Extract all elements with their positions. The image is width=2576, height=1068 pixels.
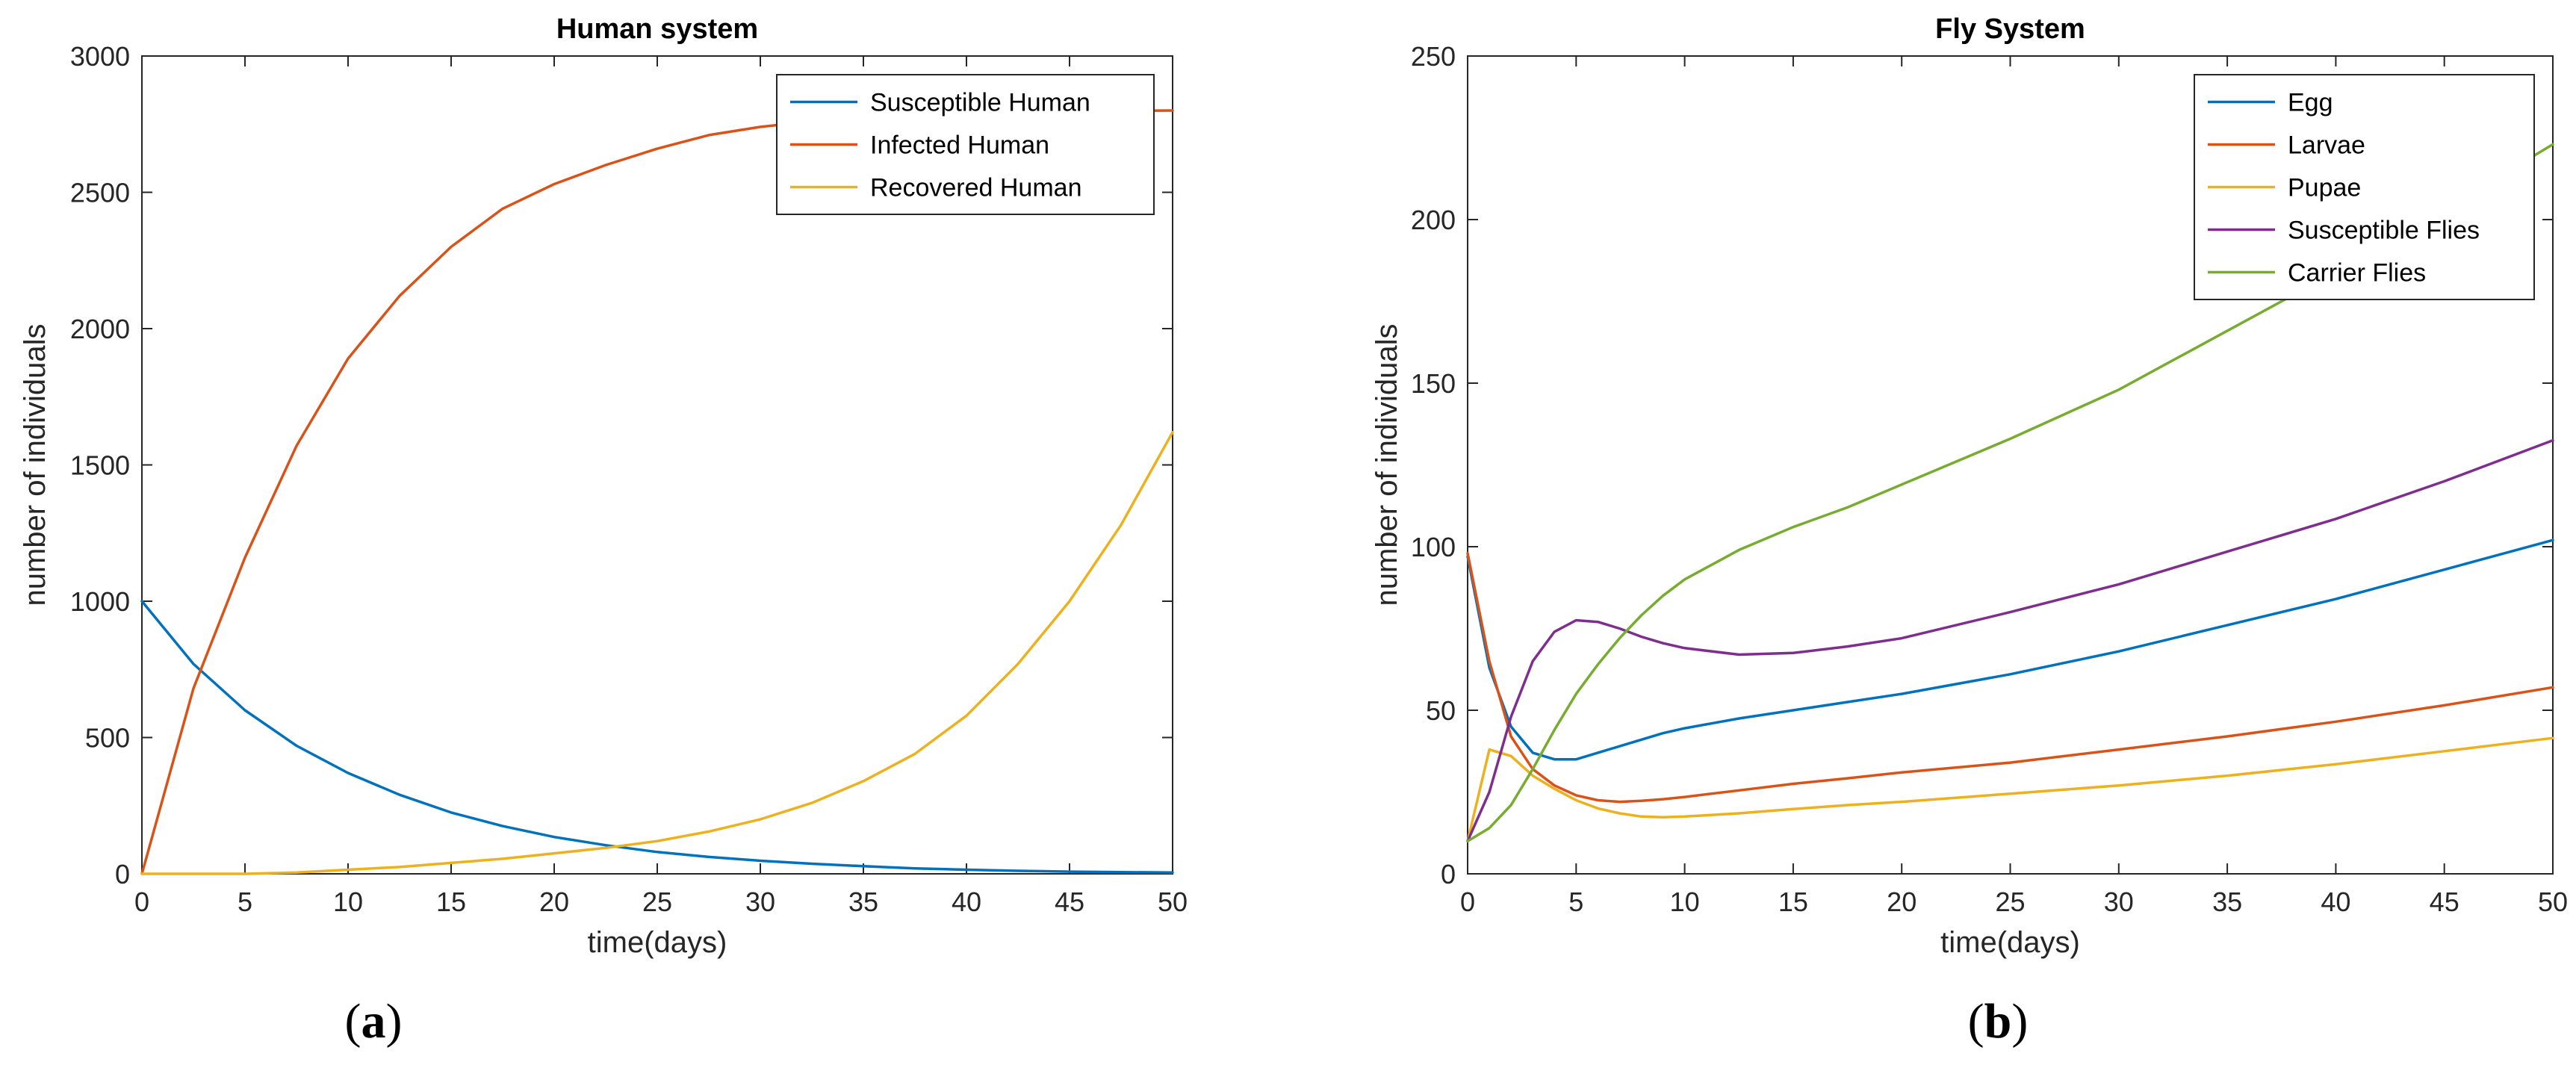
chart1-legend-label: Infected Human bbox=[870, 131, 1049, 160]
chart2-y-axis-label: number of individuals bbox=[1371, 324, 1403, 606]
chart1-series-line-susceptible-human bbox=[140, 600, 1174, 874]
panel-label-a-close: ) bbox=[385, 994, 403, 1049]
chart2-title: Fly System bbox=[1935, 13, 2085, 45]
chart1-x-tick-label: 30 bbox=[745, 887, 775, 917]
chart1-y-tick-label: 1000 bbox=[70, 586, 130, 617]
chart1-legend-label: Recovered Human bbox=[870, 174, 1081, 202]
panel-label-b-open: ( bbox=[1967, 994, 1984, 1049]
chart1-series-line-recovered-human bbox=[140, 430, 1174, 875]
chart2-x-tick-label: 30 bbox=[2104, 887, 2134, 917]
chart2-legend-label: Larvae bbox=[2288, 131, 2365, 160]
chart2-x-tick-label: 5 bbox=[1568, 887, 1583, 917]
chart2-legend-label: Susceptible Flies bbox=[2288, 217, 2480, 245]
chart2-x-tick-label: 40 bbox=[2321, 887, 2350, 917]
chart1-title: Human system bbox=[556, 13, 758, 45]
chart1-y-tick-label: 500 bbox=[85, 723, 130, 754]
chart2-y-tick-label: 50 bbox=[1426, 695, 1456, 726]
chart1-x-tick-label: 25 bbox=[642, 887, 672, 917]
chart2-y-tick-label: 250 bbox=[1411, 41, 1456, 72]
chart2-y-tick-label: 200 bbox=[1411, 205, 1456, 235]
chart1-y-tick-label: 3000 bbox=[70, 41, 130, 72]
chart2-y-tick-label: 100 bbox=[1411, 532, 1456, 562]
chart1-y-tick-label: 2500 bbox=[70, 178, 130, 208]
chart2-legend-label: Egg bbox=[2288, 89, 2333, 117]
chart2-x-tick-label: 50 bbox=[2538, 887, 2568, 917]
panel-label-b-close: ) bbox=[2011, 994, 2029, 1049]
panel-label-a-letter: a bbox=[361, 994, 386, 1049]
chart1-x-tick-label: 40 bbox=[952, 887, 981, 917]
chart2-legend-label: Carrier Flies bbox=[2288, 259, 2426, 288]
chart2-y-tick-label: 0 bbox=[1441, 859, 1456, 890]
chart1-legend-label: Susceptible Human bbox=[870, 89, 1090, 117]
chart1-y-tick-label: 0 bbox=[115, 859, 130, 890]
chart1-x-tick-label: 15 bbox=[436, 887, 466, 917]
chart2-x-tick-label: 15 bbox=[1778, 887, 1808, 917]
chart2-series-line-carrier-flies bbox=[1466, 143, 2554, 842]
chart1-y-tick-label: 2000 bbox=[70, 314, 130, 344]
chart2-y-tick-label: 150 bbox=[1411, 368, 1456, 399]
chart2-series-line-larvae bbox=[1466, 552, 2554, 804]
panel-label-b-letter: b bbox=[1984, 994, 2012, 1049]
chart1-y-axis-label: number of individuals bbox=[19, 324, 52, 606]
chart1-x-tick-label: 20 bbox=[539, 887, 569, 917]
chart1-x-axis-label: time(days) bbox=[588, 926, 727, 959]
chart2-x-tick-label: 35 bbox=[2212, 887, 2242, 917]
chart2-x-tick-label: 20 bbox=[1887, 887, 1917, 917]
chart1-y-tick-label: 1500 bbox=[70, 450, 130, 481]
chart2-x-axis-label: time(days) bbox=[1940, 926, 2080, 959]
chart1-x-tick-label: 35 bbox=[848, 887, 878, 917]
panel-label-b: (b) bbox=[1849, 993, 2147, 1050]
chart2-x-tick-label: 0 bbox=[1460, 887, 1475, 917]
panel-label-a: (a) bbox=[224, 993, 523, 1050]
chart2-legend-label: Pupae bbox=[2288, 174, 2361, 202]
chart1-x-tick-label: 10 bbox=[333, 887, 363, 917]
panel-label-a-open: ( bbox=[344, 994, 361, 1049]
chart2-series-line-susceptible-flies bbox=[1466, 438, 2554, 842]
chart1-x-tick-label: 50 bbox=[1158, 887, 1188, 917]
chart1-x-tick-label: 0 bbox=[134, 887, 149, 917]
chart2-x-tick-label: 25 bbox=[1995, 887, 2025, 917]
chart2-series-line-pupae bbox=[1466, 736, 2554, 842]
chart1-x-tick-label: 5 bbox=[238, 887, 252, 917]
chart2-x-tick-label: 45 bbox=[2430, 887, 2459, 917]
chart1-x-tick-label: 45 bbox=[1055, 887, 1084, 917]
chart2-x-tick-label: 10 bbox=[1670, 887, 1700, 917]
